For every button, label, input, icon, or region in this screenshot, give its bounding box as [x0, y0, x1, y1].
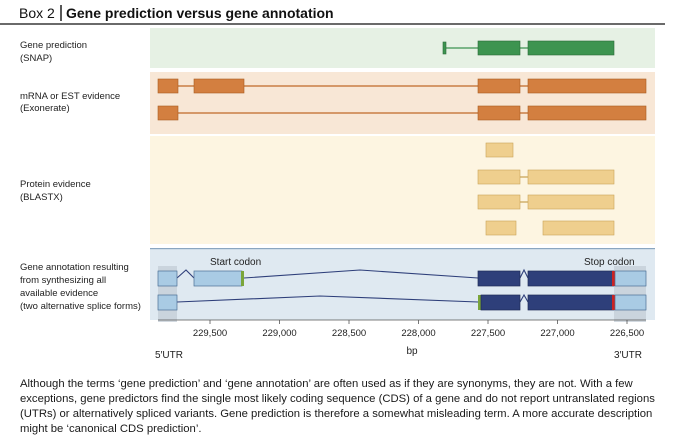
axis-tick-label: 229,000 [262, 328, 296, 339]
axis-tick-label: 226,500 [610, 328, 644, 339]
protein-hsp [485, 142, 514, 158]
start-codon-mark [241, 271, 244, 286]
mrna-alignment-1 [157, 78, 647, 94]
utr3-exon [614, 270, 647, 287]
mrna-row-label: mRNA or EST evidence (Exonerate) [20, 91, 123, 114]
cds-exon [477, 270, 521, 287]
axis-tick-label: 228,500 [332, 328, 366, 339]
utr5-exon [157, 294, 178, 311]
snap-exon [527, 40, 615, 56]
axis-tick-label: 229,500 [193, 328, 227, 339]
mrna-exon [527, 78, 647, 94]
protein-hsp [542, 220, 615, 236]
protein-hsp [477, 169, 521, 185]
mrna-exon [157, 105, 179, 121]
splice-form-2 [157, 293, 647, 311]
axis-tick-label: 227,500 [471, 328, 505, 339]
intron-connector [176, 295, 479, 303]
axis-ticks: 229,500 229,000 228,500 228,000 227,500 227,0… [193, 320, 644, 339]
protein-hsp [477, 194, 521, 210]
figure-caption: Although the terms ‘gene prediction’ and… [20, 378, 655, 435]
start-codon-mark [478, 295, 481, 310]
utr5-exon [157, 270, 178, 287]
annotation-band-top-edge [150, 248, 655, 250]
snap-exon [477, 40, 521, 56]
utr5-label: 5′UTR [155, 350, 183, 361]
cds-exon [527, 270, 615, 287]
cds-exon [527, 294, 615, 311]
intron-connector [176, 269, 195, 279]
intron-connector [243, 269, 479, 279]
utr-exon [193, 270, 243, 287]
mrna-exon [477, 78, 521, 94]
intron-connector [519, 293, 529, 303]
protein-hsp [527, 194, 615, 210]
axis-tick-label: 228,000 [401, 328, 435, 339]
mrna-exon [157, 78, 179, 94]
snap-prediction-model [442, 40, 615, 56]
stop-codon-mark [612, 271, 615, 286]
mrna-alignment-2 [157, 105, 647, 121]
protein-hsp [527, 169, 615, 185]
box-title: Gene prediction versus gene annotation [66, 5, 334, 21]
stop-codon-mark [612, 295, 615, 310]
mrna-exon [527, 105, 647, 121]
protein-hits [477, 142, 615, 236]
protein-row-label: Protein evidence (BLASTX) [20, 179, 93, 203]
box-label: Box 2 [19, 5, 55, 21]
axis-tick-label: 227,000 [540, 328, 574, 339]
utr3-exon [614, 294, 647, 311]
snap-row-label: Gene prediction (SNAP) [20, 40, 90, 64]
splice-form-1 [157, 268, 647, 287]
stop-codon-label: Stop codon [584, 257, 635, 268]
intron-connector [519, 268, 529, 279]
mrna-exon [477, 105, 521, 121]
start-codon-label: Start codon [210, 257, 261, 268]
annotation-row-label: Gene annotation resulting from synthesiz… [20, 262, 141, 312]
snap-exon [442, 41, 447, 55]
protein-hsp [485, 220, 517, 236]
utr3-label: 3′UTR [614, 350, 642, 361]
mrna-exon [193, 78, 245, 94]
axis-unit-label: bp [406, 346, 418, 357]
cds-exon [480, 294, 521, 311]
